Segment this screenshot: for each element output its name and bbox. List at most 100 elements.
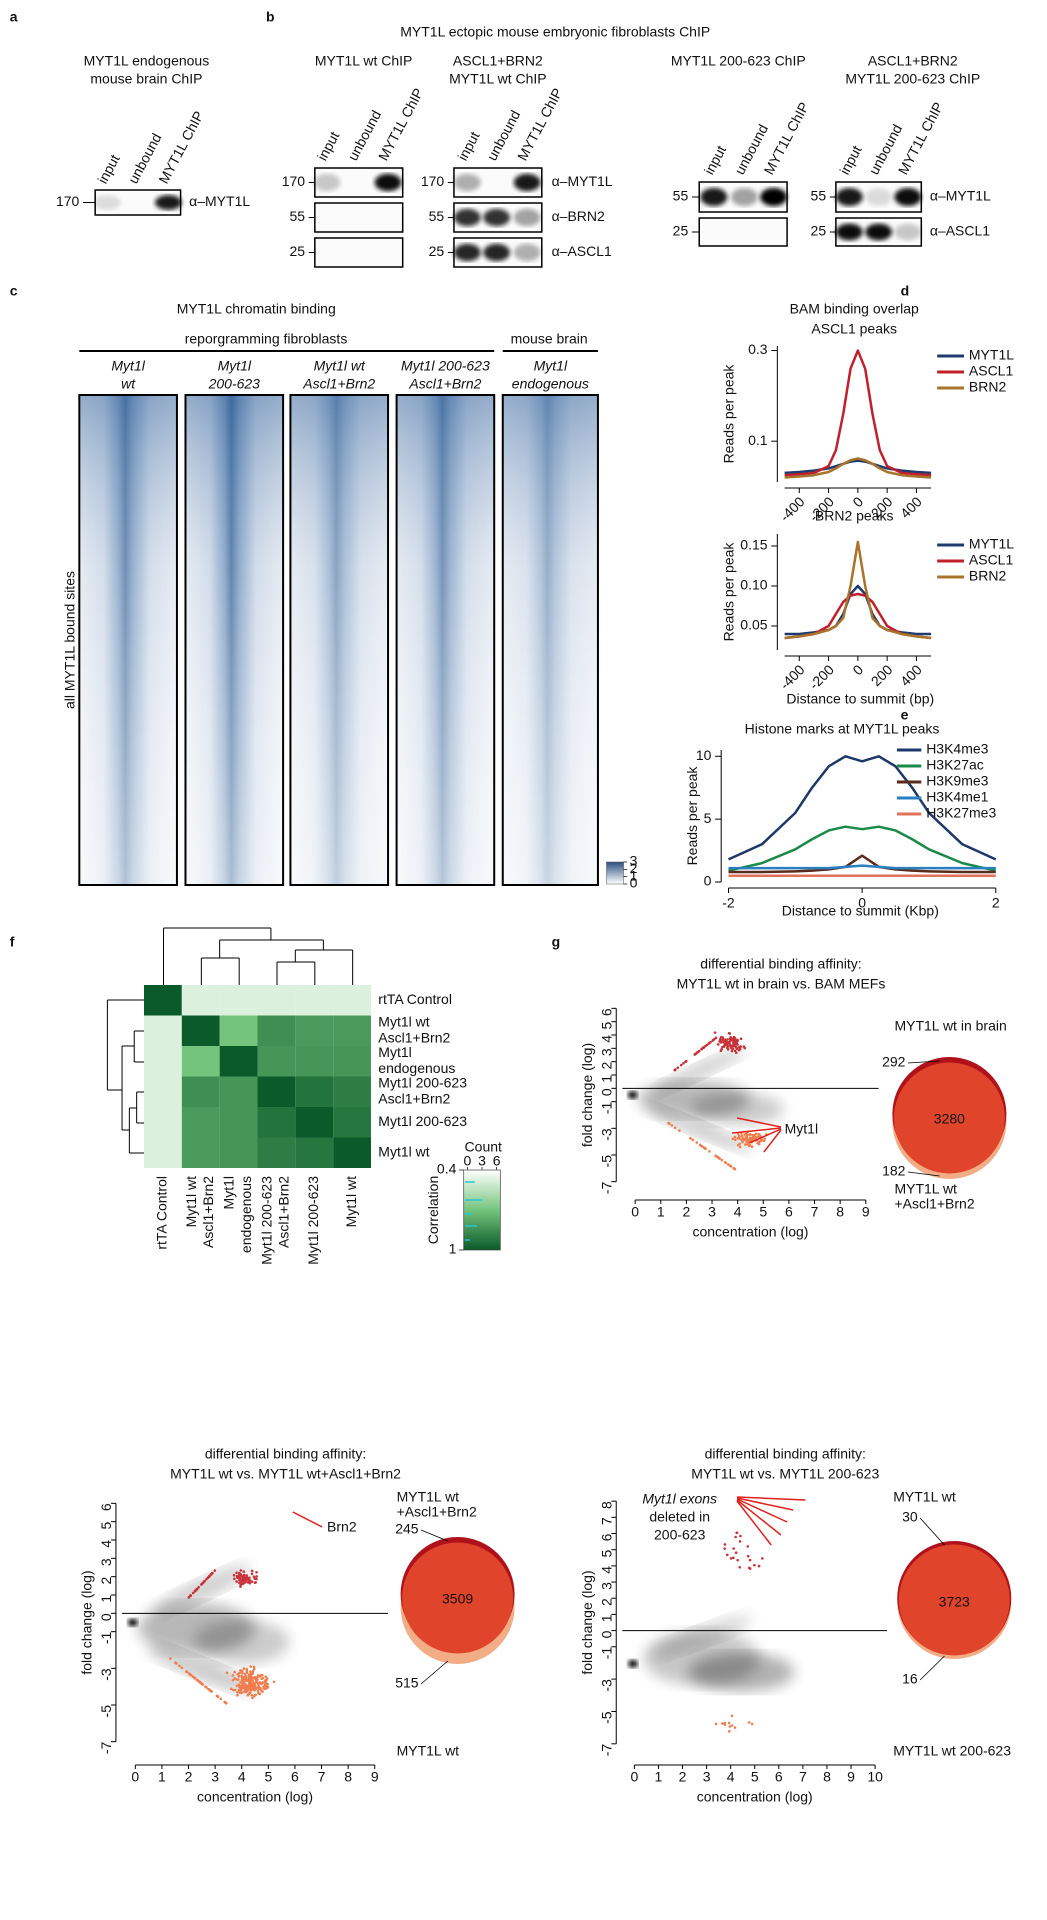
column-header: Myt1l	[111, 358, 145, 374]
y-tick-label: -7	[598, 1181, 614, 1194]
point-cloud	[193, 1676, 197, 1680]
chart-title: MYT1L wt vs. MYT1L 200-623	[691, 1466, 879, 1482]
x-tick-label: 9	[862, 1204, 870, 1220]
count-tick-label: 3	[478, 1153, 486, 1169]
point-cloud	[240, 1669, 244, 1673]
point-cloud	[745, 1140, 748, 1143]
heatmap-cell	[143, 1046, 182, 1077]
annotation-leader	[736, 1117, 782, 1128]
point-cloud	[231, 1678, 235, 1682]
point-cloud	[239, 1681, 242, 1684]
point-cloud	[185, 1670, 189, 1674]
point-cloud	[719, 1040, 723, 1044]
heatmap-frame	[289, 394, 390, 886]
column-header: Myt1l wt	[314, 358, 366, 374]
point-cloud	[695, 1141, 699, 1144]
point-cloud	[238, 1581, 241, 1585]
point-cloud	[237, 1675, 241, 1678]
heatmap-cell	[295, 1137, 334, 1168]
heatmap-cell	[143, 1015, 182, 1046]
axis-label: fold change (log)	[79, 1570, 95, 1674]
heatmap-cell	[181, 1107, 220, 1138]
point-cloud	[673, 1126, 677, 1130]
lane-label: input	[836, 143, 864, 177]
heatmap-fade	[185, 395, 284, 885]
x-tick-label: 7	[318, 1769, 326, 1785]
column-label: Myt1l	[221, 1176, 237, 1209]
point-cloud	[748, 1136, 752, 1140]
point-cloud	[762, 1139, 766, 1143]
row-label: Myt1l wt	[378, 1143, 429, 1159]
y-tick-label: 1	[98, 1595, 114, 1603]
point-cloud	[256, 1682, 260, 1685]
point-cloud	[229, 1687, 233, 1691]
point-cloud	[237, 1683, 241, 1687]
heatmap-frame	[395, 394, 496, 886]
point-cloud	[750, 1145, 754, 1148]
lane-label: MYT1L ChIP	[761, 99, 813, 177]
point-cloud	[734, 1051, 738, 1055]
venn-label: +Ascl1+Brn2	[397, 1504, 477, 1520]
heatmap-cell	[143, 1137, 182, 1168]
legend-label: BRN2	[969, 568, 1007, 584]
legend-label: BRN2	[969, 379, 1007, 395]
point-cloud	[713, 1037, 716, 1041]
point-cloud	[729, 1165, 733, 1168]
point-cloud	[731, 1041, 735, 1044]
point-cloud	[735, 1043, 738, 1046]
legend-label: H3K9me3	[926, 773, 988, 789]
line-series	[728, 864, 996, 870]
point-cloud	[265, 1685, 268, 1688]
y-tick-label: 0.05	[740, 617, 767, 633]
heatmap-cell	[295, 1015, 334, 1046]
point-cloud	[255, 1678, 258, 1682]
point-cloud	[703, 1146, 707, 1150]
lane-label: input	[701, 143, 729, 177]
point-cloud	[252, 1667, 256, 1671]
colorbar-label: 2	[630, 860, 638, 876]
venn-overlap	[402, 1542, 514, 1654]
venn-leader	[919, 1517, 945, 1546]
heatmap-cell	[333, 1046, 371, 1077]
point-cloud	[737, 1134, 741, 1137]
point-cloud	[252, 1694, 256, 1698]
y-tick-label: 0.1	[748, 432, 768, 448]
size-marker: 25	[429, 243, 445, 259]
x-tick-label: 5	[264, 1769, 272, 1785]
point-cloud	[750, 1722, 754, 1726]
y-tick-label: 0.3	[748, 341, 768, 357]
y-tick-label: 6	[598, 1533, 614, 1541]
point-cloud	[676, 1066, 680, 1069]
axis-label: Distance to summit (Kbp)	[782, 903, 939, 919]
heatmap-frame	[501, 394, 599, 886]
venn-count: 16	[902, 1671, 918, 1687]
point-cloud	[735, 1531, 739, 1535]
heatmap-cell	[219, 1076, 258, 1107]
size-marker: 25	[289, 243, 305, 259]
point-cloud	[732, 1547, 735, 1550]
y-tick-label: -5	[598, 1155, 614, 1168]
point-cloud	[740, 1138, 743, 1142]
size-marker: 170	[282, 173, 306, 189]
point-cloud	[743, 1138, 746, 1142]
blot-frame	[698, 217, 788, 247]
point-cloud	[200, 1682, 204, 1686]
axis-label: Reads per peak	[684, 766, 700, 866]
point-cloud	[733, 1036, 737, 1040]
line-series	[784, 459, 932, 475]
annotation-leader	[736, 1497, 794, 1511]
point-cloud	[174, 1661, 177, 1664]
point-cloud	[249, 1686, 252, 1690]
x-tick-label: 1	[657, 1204, 665, 1220]
x-tick-label: 4	[238, 1769, 246, 1785]
legend-label: ASCL1	[969, 552, 1014, 568]
venn-count: 292	[882, 1054, 906, 1070]
line-series	[784, 592, 932, 640]
venn-count: 30	[902, 1509, 918, 1525]
band	[154, 195, 182, 210]
antibody-label: α–ASCL1	[930, 223, 990, 239]
point-cloud	[219, 1697, 223, 1701]
heatmap-cell	[181, 1137, 220, 1168]
heatmap-cell	[295, 1107, 334, 1138]
